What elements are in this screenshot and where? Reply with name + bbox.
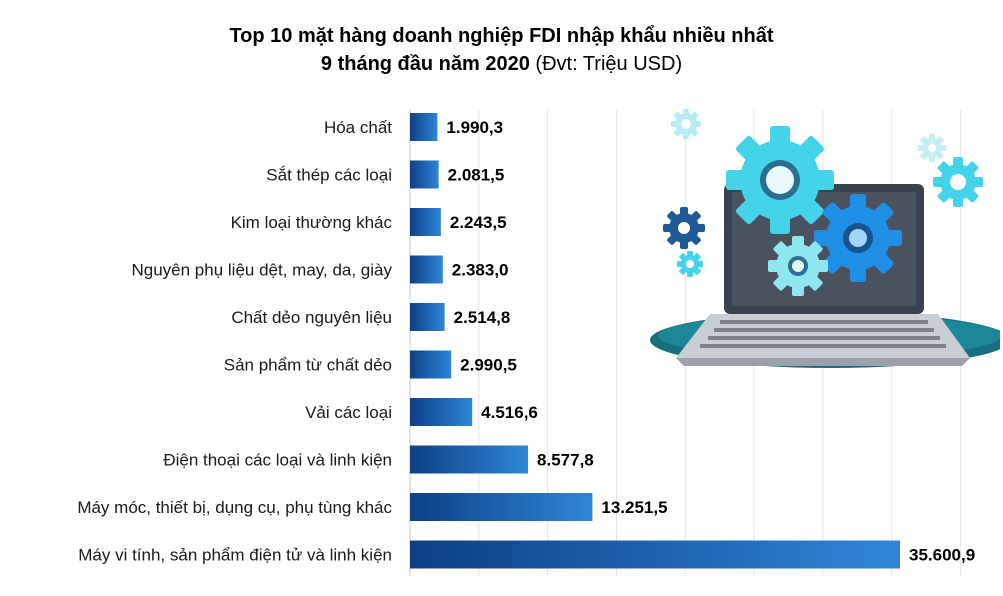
gear-icon-blue [814,194,902,282]
category-label: Vải các loại [305,403,392,422]
gear-icon-tiny-left [677,251,703,277]
bar [410,350,452,379]
value-label: 2.990,5 [460,356,517,375]
gear-icon-small-mid [768,236,828,296]
value-label: 4.516,6 [481,403,538,422]
value-label: 13.251,5 [601,498,667,517]
gear-icon-large [726,126,834,234]
labels: Hóa chất 1.990,3 Sắt thép các loại 2.081,5 K… [77,118,975,565]
value-label: 35.600,9 [909,546,975,565]
title-line-2: 9 tháng đầu năm 2020 [320,53,530,75]
value-label: 8.577,8 [537,451,594,470]
bar [410,398,473,426]
bar [410,493,593,521]
gear-icon-navy [663,207,705,249]
value-label: 2.514,8 [454,308,511,327]
bar [410,540,900,569]
category-label: Điện thoại các loại và linh kiện [163,451,392,470]
bar [410,160,439,189]
category-label: Sắt thép các loại [266,166,392,185]
title-line-1: Top 10 mặt hàng doanh nghiệp FDI nhập kh… [229,25,774,47]
category-label: Máy móc, thiết bị, dụng cụ, phụ tùng khá… [77,498,392,517]
gear-icon-faint-top [671,109,701,139]
value-label: 2.081,5 [448,166,505,185]
value-label: 2.243,5 [450,213,507,232]
gear-icon-right [933,157,983,207]
laptop-illustration [650,109,1000,368]
bar [410,303,445,331]
category-label: Chất dẻo nguyên liệu [231,308,392,327]
category-label: Máy vi tính, sản phẩm điện tử và linh ki… [78,546,392,565]
value-label: 1.990,3 [446,118,503,137]
bar [410,208,441,236]
title-unit: (Đvt: Triệu USD) [535,53,683,75]
category-label: Hóa chất [324,118,392,137]
value-label: 2.383,0 [452,261,509,280]
category-label: Sản phẩm từ chất dẻo [224,356,392,375]
category-label: Kim loại thường khác [231,213,393,232]
bar [410,255,443,284]
bar [410,113,438,141]
bar [410,445,529,474]
chart-title: Top 10 mặt hàng doanh nghiệp FDI nhập kh… [0,22,1003,78]
category-label: Nguyên phụ liệu dệt, may, da, giày [131,261,392,280]
bars [410,113,900,569]
gear-icon-faint-right [918,134,946,162]
